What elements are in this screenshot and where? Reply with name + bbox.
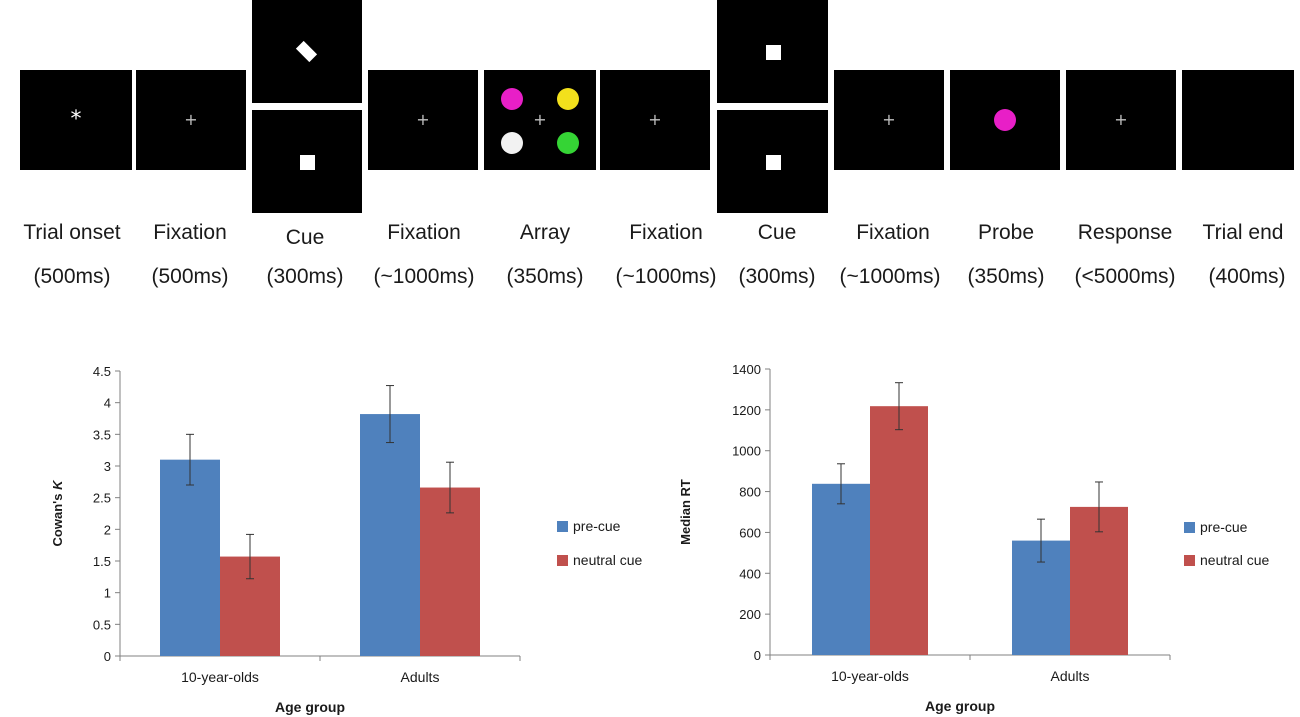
y-axis-title: Median RT [678, 479, 693, 545]
step-label: Fixation [387, 221, 461, 244]
legend-label: pre-cue [573, 518, 621, 534]
panel-cue-1-top [252, 0, 362, 103]
step-duration: (300ms) [266, 265, 344, 288]
y-tick-label: 1200 [732, 403, 761, 418]
y-tick-label: 2.5 [93, 491, 111, 506]
panel-fixation-1: + [136, 70, 246, 170]
panel-array: + [484, 70, 596, 170]
bar [360, 414, 420, 656]
x-axis-title: Age group [275, 699, 345, 715]
step-label: Trial end [1202, 221, 1284, 244]
panel-fixation-2: + [368, 70, 478, 170]
y-axis-title-italic: K [50, 479, 65, 490]
y-tick-label: 1400 [732, 362, 761, 377]
panel-cue-1-bottom [252, 110, 362, 213]
bar [420, 487, 480, 656]
step-duration: (300ms) [738, 265, 816, 288]
bar [870, 406, 928, 655]
x-tick-label: 10-year-olds [831, 668, 909, 684]
fixation-cross-icon: + [184, 110, 198, 129]
y-axis-title: Cowan's K [50, 479, 65, 547]
y-tick-label: 1.5 [93, 554, 111, 569]
step-duration: (~1000ms) [615, 265, 717, 288]
square-cue-icon [765, 44, 781, 60]
bar [160, 459, 220, 656]
step-label: Cue [757, 221, 797, 244]
step-label: Trial onset [23, 221, 121, 244]
y-tick-label: 0.5 [93, 617, 111, 632]
step-duration: (400ms) [1208, 265, 1286, 288]
panel-cue-2-bottom [717, 110, 828, 213]
fixation-cross-icon: + [1114, 110, 1128, 129]
panel-trial-end [1182, 70, 1294, 170]
x-tick-label: 10-year-olds [181, 669, 259, 685]
panel-cue-2-top [717, 0, 828, 103]
y-tick-label: 3 [104, 459, 111, 474]
y-tick-label: 600 [739, 525, 761, 540]
probe-disc-icon [994, 109, 1016, 131]
panel-fixation-3: + [600, 70, 710, 170]
panel-trial-onset: * [20, 70, 132, 170]
yellow-disc-icon [557, 88, 579, 110]
step-duration: (500ms) [33, 265, 111, 288]
y-axis-title-text: Cowan's [50, 490, 65, 547]
square-cue-icon [300, 154, 315, 170]
x-axis-title: Age group [925, 698, 995, 714]
step-label: Response [1077, 221, 1173, 244]
panel-response: + [1066, 70, 1176, 170]
legend-label: pre-cue [1200, 519, 1248, 535]
legend-swatch [557, 555, 568, 566]
y-tick-label: 200 [739, 607, 761, 622]
panel-probe [950, 70, 1060, 170]
x-tick-label: Adults [401, 669, 440, 685]
y-tick-label: 1000 [732, 444, 761, 459]
legend-swatch [1184, 555, 1195, 566]
y-tick-label: 4.5 [93, 364, 111, 379]
y-tick-label: 4 [104, 396, 111, 411]
y-tick-label: 1 [104, 586, 111, 601]
step-duration: (500ms) [151, 265, 229, 288]
y-tick-label: 2 [104, 522, 111, 537]
bar [812, 483, 870, 655]
step-label: Fixation [629, 221, 703, 244]
step-label: Cue [285, 226, 325, 249]
y-tick-label: 0 [104, 649, 111, 664]
step-duration: (~1000ms) [839, 265, 941, 288]
legend-swatch [557, 521, 568, 532]
legend-swatch [1184, 522, 1195, 533]
step-duration: (350ms) [506, 265, 584, 288]
fixation-cross-icon: + [882, 110, 896, 129]
step-duration: (<5000ms) [1074, 265, 1176, 288]
y-tick-label: 0 [754, 648, 761, 663]
fixation-cross-icon: + [533, 110, 547, 129]
fixation-cross-icon: + [648, 110, 662, 129]
step-label: Fixation [856, 221, 930, 244]
step-duration: (350ms) [967, 265, 1045, 288]
tilted-square-cue-icon [295, 40, 318, 62]
step-duration: (~1000ms) [373, 265, 475, 288]
green-disc-icon [557, 132, 579, 154]
y-tick-label: 3.5 [93, 427, 111, 442]
step-label: Probe [977, 221, 1035, 244]
cowans-k-chart: 0 0.5 1 1.5 2 2.5 3 3.5 4 4.5 10-year-olds Adults Ag… [50, 364, 642, 715]
magenta-disc-icon [501, 88, 523, 110]
y-tick-label: 400 [739, 566, 761, 581]
legend-label: neutral cue [573, 552, 642, 568]
y-tick-label: 800 [739, 485, 761, 500]
asterisk-icon: * [70, 107, 82, 132]
legend-label: neutral cue [1200, 552, 1269, 568]
white-disc-icon [501, 132, 523, 154]
fixation-cross-icon: + [416, 110, 430, 129]
step-label: Fixation [153, 221, 227, 244]
median-rt-chart: 0 200 400 600 800 1000 1200 1400 10-year-olds Adu… [678, 362, 1269, 714]
y-axis-title-text: Median RT [678, 479, 693, 545]
step-label: Array [519, 221, 571, 244]
x-tick-label: Adults [1051, 668, 1090, 684]
panel-fixation-4: + [834, 70, 944, 170]
square-cue-icon [765, 154, 781, 170]
